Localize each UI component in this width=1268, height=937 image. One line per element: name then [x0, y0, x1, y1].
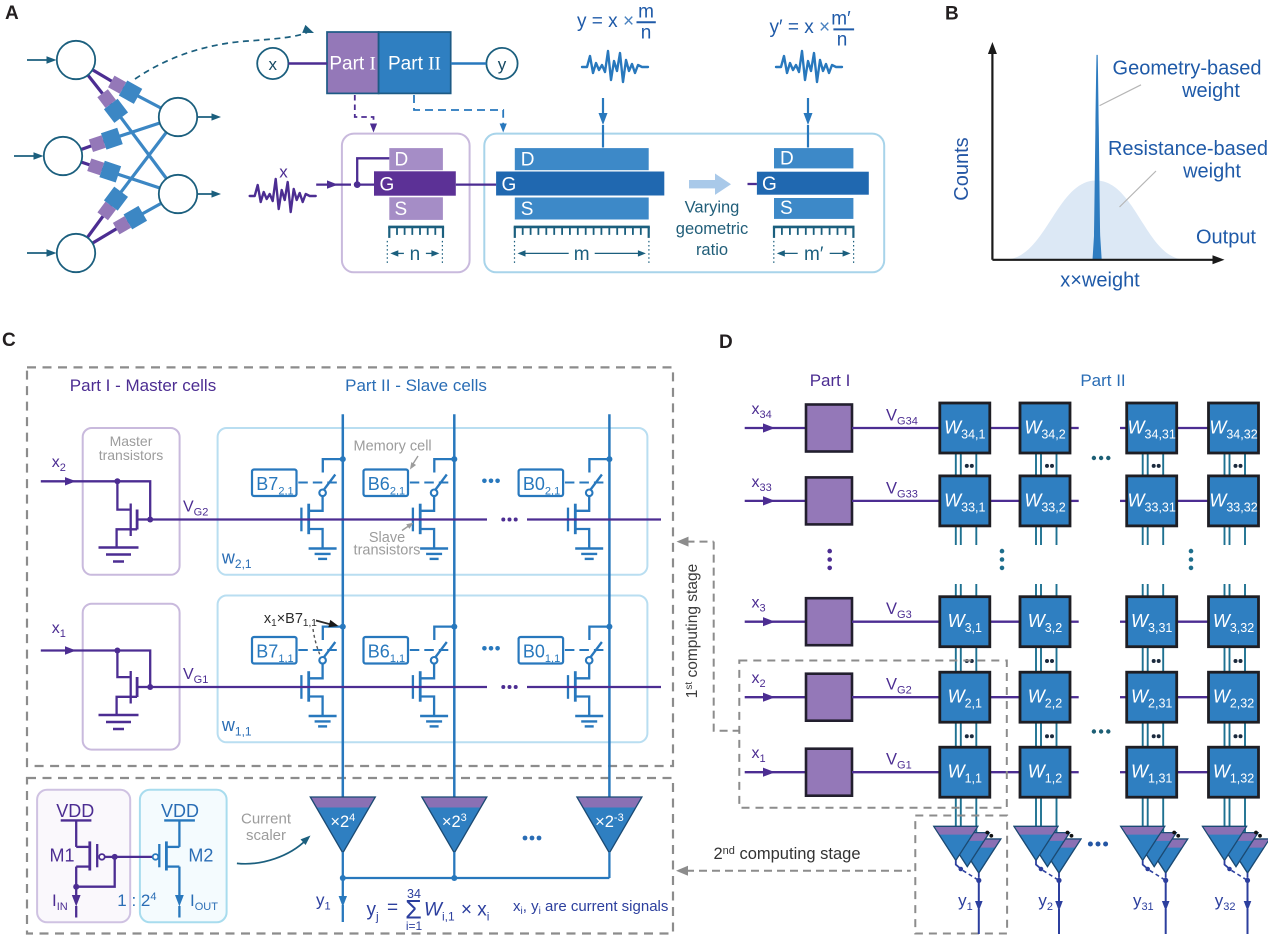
svg-text:S: S [395, 199, 408, 220]
svg-text:W34,2: W34,2 [1024, 418, 1065, 442]
svg-text:n: n [641, 23, 652, 44]
svg-text:Output: Output [1196, 227, 1256, 249]
svg-text:Slave: Slave [369, 530, 405, 546]
svg-text:y′ = x ×: y′ = x × [770, 17, 831, 38]
svg-text:W33,32: W33,32 [1209, 490, 1257, 514]
svg-text:y = x ×: y = x × [577, 11, 634, 32]
svg-text:×24: ×24 [330, 812, 355, 831]
svg-text:W34,1: W34,1 [944, 418, 985, 442]
svg-text:G: G [380, 175, 395, 196]
svg-text:W3,2: W3,2 [1028, 611, 1062, 635]
svg-text:W34,32: W34,32 [1209, 418, 1257, 442]
svg-text:D: D [395, 149, 409, 170]
svg-text:geometric: geometric [676, 220, 748, 238]
svg-text:W1,32: W1,32 [1213, 762, 1254, 786]
svg-text:W3,31: W3,31 [1131, 611, 1172, 635]
svg-text:M1: M1 [50, 846, 75, 866]
svg-text:W33,2: W33,2 [1024, 490, 1065, 514]
svg-text:Geometry-based: Geometry-based [1113, 58, 1262, 80]
svg-text:y31: y31 [1133, 891, 1154, 913]
svg-text:W2,2: W2,2 [1028, 687, 1062, 711]
svg-text:x: x [279, 163, 288, 182]
svg-text:n: n [410, 244, 421, 265]
svg-text:W33,1: W33,1 [944, 490, 985, 514]
svg-text:W1,1: W1,1 [948, 762, 982, 786]
svg-text:C: C [2, 330, 16, 351]
svg-text:W2,32: W2,32 [1213, 687, 1254, 711]
svg-text:×23: ×23 [442, 812, 467, 831]
svg-text:W34,31: W34,31 [1128, 418, 1176, 442]
svg-text:transistors: transistors [354, 543, 421, 559]
svg-text:i=1: i=1 [406, 919, 423, 933]
svg-text:1 : 24: 1 : 24 [117, 891, 156, 910]
svg-text:B: B [945, 4, 959, 25]
svg-text:Resistance-based: Resistance-based [1108, 138, 1268, 160]
svg-text:n: n [837, 30, 848, 51]
svg-text:VDD: VDD [161, 801, 199, 821]
svg-text:W3,1: W3,1 [948, 611, 982, 635]
svg-text:ratio: ratio [696, 241, 728, 259]
svg-text:transistors: transistors [99, 447, 164, 463]
svg-text:W1,31: W1,31 [1131, 762, 1172, 786]
svg-text:Part II: Part II [1080, 371, 1125, 390]
svg-text:Part II: Part II [388, 54, 441, 75]
svg-text:xi, yi are current signals: xi, yi are current signals [513, 898, 668, 917]
svg-text:Σ: Σ [405, 895, 422, 925]
svg-text:Part I - Master cells: Part I - Master cells [70, 376, 216, 395]
svg-text:x×weight: x×weight [1060, 270, 1140, 292]
svg-text:weight: weight [1182, 161, 1241, 183]
svg-text:scaler: scaler [246, 827, 286, 844]
svg-text:W2,31: W2,31 [1131, 687, 1172, 711]
svg-text:W2,1: W2,1 [948, 687, 982, 711]
svg-text:yj: yj [367, 900, 379, 924]
svg-text:y: y [498, 55, 507, 74]
svg-text:m′: m′ [831, 8, 851, 29]
svg-text:D: D [719, 332, 733, 353]
svg-text:2nd computing stage: 2nd computing stage [713, 845, 860, 863]
svg-text:W3,32: W3,32 [1213, 611, 1254, 635]
svg-text:G: G [762, 174, 777, 195]
svg-text:Part I: Part I [329, 54, 375, 75]
svg-text:W1,2: W1,2 [1028, 762, 1062, 786]
svg-text:A: A [5, 3, 19, 24]
svg-text:Master: Master [110, 433, 153, 449]
svg-text:Counts: Counts [951, 137, 973, 200]
svg-text:Current: Current [241, 811, 292, 828]
svg-text:S: S [521, 199, 534, 220]
svg-text:W33,31: W33,31 [1128, 490, 1176, 514]
svg-text:Part I: Part I [810, 371, 851, 390]
svg-text:=: = [387, 898, 398, 919]
svg-text:m′: m′ [804, 244, 824, 265]
svg-text:Wi,1 × xi: Wi,1 × xi [424, 900, 489, 924]
svg-text:m: m [574, 244, 590, 265]
svg-text:weight: weight [1181, 80, 1240, 102]
svg-text:VG1: VG1 [183, 666, 208, 686]
svg-text:m: m [638, 2, 654, 23]
svg-text:Varying: Varying [685, 199, 740, 217]
svg-text:VDD: VDD [56, 801, 94, 821]
svg-text:M2: M2 [188, 846, 213, 866]
svg-text:Part II - Slave cells: Part II - Slave cells [345, 376, 487, 395]
svg-text:34: 34 [407, 887, 421, 901]
svg-text:x: x [269, 55, 278, 74]
svg-text:D: D [521, 149, 535, 170]
svg-text:D: D [780, 148, 794, 169]
svg-text:S: S [780, 198, 793, 219]
svg-text:G: G [502, 175, 517, 196]
svg-text:Memory cell: Memory cell [354, 438, 432, 454]
svg-text:1st computing stage: 1st computing stage [684, 564, 701, 698]
